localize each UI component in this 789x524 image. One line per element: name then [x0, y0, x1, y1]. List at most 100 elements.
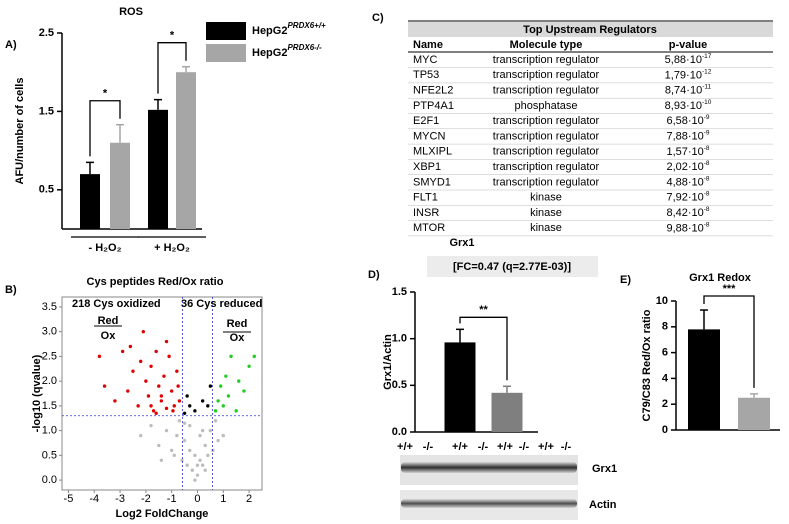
- x-tick-label: -3: [115, 493, 125, 505]
- p-value-exponent: -8: [704, 221, 710, 228]
- x-tick-label: 2: [246, 493, 252, 505]
- table-title-band: [408, 22, 773, 37]
- data-point: [139, 359, 143, 364]
- table-title: Top Upstream Regulators: [523, 24, 657, 36]
- table-cell: transcription regulator: [493, 176, 600, 188]
- table-cell: MTOR: [413, 222, 445, 234]
- x-tick-label: 0: [194, 493, 200, 505]
- data-point: [188, 448, 192, 453]
- table-cell: MYCN: [413, 130, 445, 142]
- lane-label: +/+: [397, 441, 413, 453]
- data-point: [185, 394, 189, 398]
- data-point: [102, 384, 107, 388]
- table-cell: 7,88·10-9: [666, 129, 709, 142]
- p-value-exponent: -8: [704, 145, 710, 152]
- y-tick-label: 3.5: [42, 301, 57, 313]
- table-cell: 9,88·10-8: [666, 221, 709, 234]
- data-point: [193, 453, 197, 458]
- data-point: [144, 379, 148, 383]
- p-value-base: 4,88·10: [666, 176, 703, 188]
- data-point: [208, 428, 213, 433]
- p-value-exponent: -9: [704, 114, 710, 121]
- data-point: [171, 409, 175, 413]
- panel-label: E): [620, 274, 631, 286]
- data-point: [213, 409, 218, 413]
- data-point: [247, 364, 251, 368]
- y-axis-label: AFU/number of cells: [14, 78, 26, 185]
- lane-label: -/-: [561, 441, 572, 453]
- data-point: [169, 448, 174, 453]
- p-value-exponent: -11: [702, 83, 711, 90]
- chart-title: Cys peptides Red/Ox ratio: [87, 276, 224, 288]
- table-cell: transcription regulator: [493, 130, 600, 142]
- data-point: [252, 354, 256, 359]
- y-tick-label: 2: [662, 398, 668, 410]
- table-cell: phosphatase: [515, 100, 578, 112]
- data-point: [146, 394, 151, 398]
- table-cell: INSR: [413, 207, 439, 219]
- table-cell: transcription regulator: [493, 54, 600, 66]
- panel-label: A): [5, 39, 17, 51]
- data-point: [97, 354, 102, 359]
- p-value-base: 8,42·10: [666, 207, 703, 219]
- table-cell: 1,79·10-12: [665, 68, 712, 81]
- significance-bracket: [459, 316, 508, 381]
- table-cell: 7,92·10-8: [666, 190, 709, 203]
- y-tick-label: 4: [662, 372, 669, 384]
- data-point: [182, 421, 187, 425]
- p-value-base: 2,02·10: [666, 161, 703, 173]
- data-point: [206, 453, 210, 458]
- significance-bracket: [157, 42, 187, 94]
- y-tick-label: 10: [656, 295, 668, 307]
- p-value-base: 1,57·10: [666, 146, 703, 158]
- data-point: [128, 344, 133, 349]
- blot-band: [401, 499, 577, 508]
- band-label: Grx1: [592, 463, 617, 475]
- data-point: [219, 384, 223, 388]
- x-axis-label: Log2 FoldChange: [116, 508, 209, 520]
- chart-title: Grx1: [449, 237, 474, 249]
- p-value-exponent: -8: [704, 160, 710, 167]
- data-point: [175, 369, 179, 373]
- table-cell: transcription regulator: [493, 146, 600, 158]
- data-point: [164, 406, 169, 411]
- data-point: [177, 399, 182, 403]
- table-cell: 8,42·10-8: [666, 206, 709, 219]
- table-cell: 2,02·10-8: [666, 160, 709, 173]
- y-tick-label: 1.5: [42, 400, 57, 412]
- p-value-base: 8,74·10: [665, 85, 702, 97]
- plot-frame: [61, 296, 263, 491]
- data-point: [195, 463, 200, 467]
- x-tick-label: -2: [141, 493, 151, 505]
- data-point: [237, 379, 241, 383]
- significance-label: ***: [723, 283, 737, 295]
- data-point: [213, 419, 218, 423]
- y-tick-label: 0.5: [42, 449, 57, 461]
- y-tick-label: 0.0: [392, 426, 407, 438]
- p-value-base: 8,93·10: [665, 100, 702, 112]
- p-value-exponent: -12: [702, 68, 712, 75]
- data-point: [185, 463, 189, 467]
- lane-label: +/+: [497, 441, 513, 453]
- p-value-base: 9,88·10: [666, 222, 703, 234]
- data-point: [198, 458, 202, 463]
- table-cell: MYC: [413, 54, 438, 66]
- table-cell: 8,93·10-10: [665, 99, 712, 112]
- table-cell: transcription regulator: [493, 161, 600, 173]
- data-point: [157, 384, 161, 388]
- legend-superscript: PRDX6-/-: [287, 43, 322, 52]
- data-point: [193, 478, 197, 482]
- data-point: [149, 404, 153, 408]
- data-point: [126, 389, 130, 393]
- data-point: [200, 428, 205, 433]
- y-tick-label: 0.5: [392, 379, 407, 391]
- data-point: [136, 404, 140, 408]
- data-point: [131, 369, 135, 373]
- data-point: [188, 423, 192, 428]
- table-header: Molecule type: [510, 39, 583, 51]
- data-point: [206, 404, 210, 408]
- table-cell: 4,88·10-8: [666, 175, 709, 188]
- data-point: [198, 433, 202, 438]
